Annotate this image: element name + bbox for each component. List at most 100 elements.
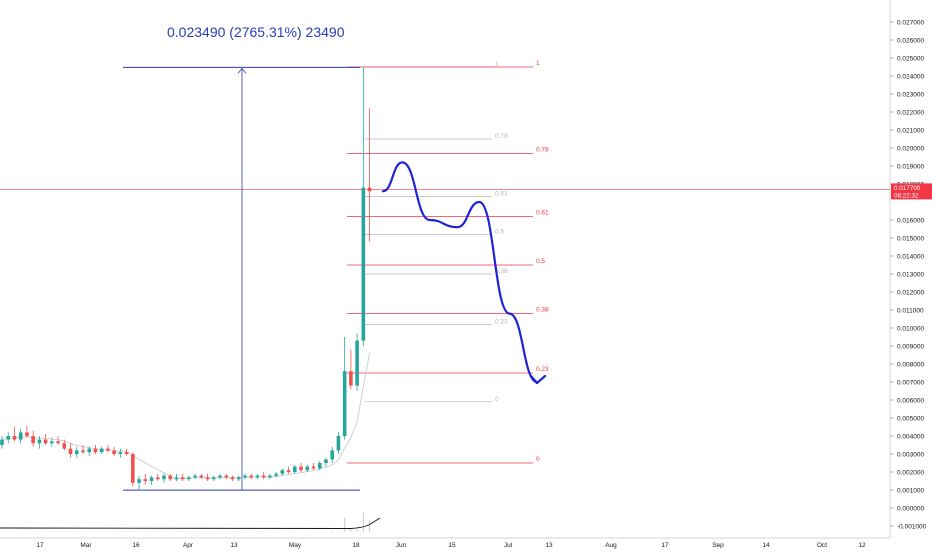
candle-body [224, 476, 228, 478]
price-tick-label: 0.021000 [897, 128, 924, 135]
candle-body [150, 477, 154, 481]
price-tick-label: 0.020000 [897, 146, 924, 153]
price-tick-label: 0.006000 [897, 398, 924, 405]
candle-body [268, 476, 272, 478]
time-tick-label: 18 [352, 542, 360, 549]
candle-body [349, 371, 353, 385]
candle-body [137, 479, 141, 483]
candle-body [112, 450, 116, 454]
candle-body [44, 440, 48, 444]
countdown-label: 08:22:32 [894, 192, 919, 199]
candle-body [25, 432, 29, 436]
candle-body [100, 449, 104, 453]
candle-body [6, 436, 10, 440]
candle-body [274, 474, 278, 476]
time-tick-label: May [289, 542, 302, 549]
price-tick-label: 0.022000 [897, 110, 924, 117]
price-tick-label: 0.023000 [897, 92, 924, 99]
candle-body [94, 449, 98, 453]
candle-body [87, 449, 91, 453]
candle-body [31, 436, 35, 443]
projection-arrowhead [531, 376, 545, 383]
time-tick-label: 17 [661, 542, 669, 549]
price-tick-label: 0.013000 [897, 272, 924, 279]
price-tick-label: 0.015000 [897, 236, 924, 243]
fib-gray-label: 0.23 [495, 318, 508, 325]
fib-red-label: 0.23 [536, 366, 549, 373]
candle-body [256, 476, 260, 478]
candle-body [63, 443, 67, 448]
moving-average-line [2, 353, 370, 479]
price-tick-label: 0.003000 [897, 452, 924, 459]
price-tick-label: 0.026000 [897, 38, 924, 45]
volume-bar [350, 528, 351, 532]
candle-body [237, 477, 241, 479]
candle-body [218, 476, 222, 478]
candle-body [318, 463, 322, 468]
time-tick-label: Mar [80, 542, 92, 549]
candle-body [305, 467, 309, 471]
price-tick-label: 0.016000 [897, 218, 924, 225]
fib-gray-label: 0.78 [495, 133, 508, 140]
candle-body [212, 477, 216, 479]
candle-body [181, 477, 185, 479]
time-tick-label: Aug [605, 542, 617, 549]
price-tick-label: 0.004000 [897, 434, 924, 441]
candle-body [200, 476, 204, 478]
time-tick-label: Sep [712, 542, 724, 549]
volume-bar [357, 529, 358, 532]
candle-body [193, 476, 197, 478]
candle-body [162, 476, 166, 480]
fib-red-label: 0.38 [536, 307, 549, 314]
current-price-label: 0.017700 [894, 185, 921, 192]
candle-body [187, 477, 191, 479]
candle-body [337, 436, 341, 450]
fib-red-label: 0.61 [536, 209, 549, 216]
measure-label: 0.023490 (2765.31%) 23490 [167, 24, 344, 40]
candle-body [312, 467, 316, 469]
time-tick-label: 15 [448, 542, 456, 549]
price-tick-label: 0.010000 [897, 326, 924, 333]
candle-body [156, 477, 160, 479]
price-tick-label: 0.002000 [897, 470, 924, 477]
candle-body [13, 436, 17, 440]
candle-body [281, 470, 285, 474]
price-tick-label: 0.008000 [897, 362, 924, 369]
time-tick-label: Jun [396, 542, 407, 549]
price-tick-label: 0.007000 [897, 380, 924, 387]
fib-gray-label: 0.61 [495, 191, 508, 198]
price-tick-label: 0.009000 [897, 344, 924, 351]
volume-ma-line [0, 518, 380, 529]
volume-bar [344, 518, 345, 532]
candle-body [0, 440, 4, 445]
candle-body [362, 188, 366, 341]
price-tick-label: 0.024000 [897, 74, 924, 81]
time-tick-label: Jul [504, 542, 513, 549]
candle-body [231, 477, 235, 479]
candle-body [38, 440, 42, 444]
time-tick-label: 13 [230, 542, 238, 549]
price-tick-label: 0.025000 [897, 56, 924, 63]
price-tick-label: 0.001000 [897, 488, 924, 495]
candle-body [143, 479, 147, 481]
candle-body [75, 450, 79, 454]
candle-body [19, 432, 23, 439]
candle-body [175, 477, 179, 479]
time-tick-label: 12 [858, 542, 866, 549]
candle-body [287, 470, 291, 472]
fib-red-label: 0.78 [536, 146, 549, 153]
candle-body [106, 449, 110, 451]
candle-body [125, 452, 129, 454]
price-tick-label: 0.019000 [897, 164, 924, 171]
candle-body [324, 459, 328, 463]
candle-body [206, 477, 210, 479]
time-tick-label: 13 [545, 542, 553, 549]
volume-bar [363, 513, 364, 532]
fib-red-label: 1 [536, 60, 540, 67]
candle-body [50, 441, 54, 443]
price-tick-label: 0.011000 [897, 308, 924, 315]
volume-bar [325, 531, 326, 532]
fib-gray-label: 0.5 [495, 228, 504, 235]
